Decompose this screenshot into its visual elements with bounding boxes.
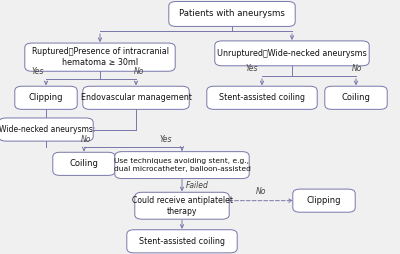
- FancyBboxPatch shape: [0, 118, 93, 141]
- FancyBboxPatch shape: [25, 43, 175, 71]
- Text: Yes: Yes: [160, 135, 172, 144]
- Text: Wide-necked aneurysms: Wide-necked aneurysms: [0, 125, 93, 134]
- Text: No: No: [134, 67, 144, 76]
- Text: Yes: Yes: [246, 65, 258, 73]
- Text: Endovascular management: Endovascular management: [80, 93, 192, 102]
- Text: No: No: [256, 187, 266, 196]
- FancyBboxPatch shape: [135, 192, 229, 219]
- Text: Use techniques avoiding stent, e.g.,
dual microcatheter, balloon-assisted: Use techniques avoiding stent, e.g., dua…: [114, 158, 250, 172]
- FancyBboxPatch shape: [83, 86, 189, 109]
- Text: Yes: Yes: [32, 67, 44, 76]
- Text: Patients with aneurysms: Patients with aneurysms: [179, 9, 285, 19]
- FancyBboxPatch shape: [15, 86, 77, 109]
- Text: Could receive antiplatelet
therapy: Could receive antiplatelet therapy: [132, 196, 232, 216]
- FancyBboxPatch shape: [127, 230, 237, 253]
- Text: Coiling: Coiling: [70, 159, 98, 168]
- FancyBboxPatch shape: [207, 86, 317, 109]
- Text: Ruptured：Presence of intracranial
hematoma ≥ 30ml: Ruptured：Presence of intracranial hemato…: [32, 47, 168, 67]
- FancyBboxPatch shape: [293, 189, 355, 212]
- Text: Stent-assisted coiling: Stent-assisted coiling: [219, 93, 305, 102]
- Text: No: No: [352, 65, 362, 73]
- FancyBboxPatch shape: [169, 2, 295, 26]
- FancyBboxPatch shape: [215, 41, 369, 66]
- Text: No: No: [81, 135, 91, 144]
- FancyBboxPatch shape: [325, 86, 387, 109]
- Text: Failed: Failed: [186, 181, 209, 190]
- Text: Coiling: Coiling: [342, 93, 370, 102]
- Text: Unruptured：Wide-necked aneurysms: Unruptured：Wide-necked aneurysms: [217, 49, 367, 58]
- Text: Stent-assisted coiling: Stent-assisted coiling: [139, 237, 225, 246]
- Text: Clipping: Clipping: [29, 93, 63, 102]
- Text: Clipping: Clipping: [307, 196, 341, 205]
- FancyBboxPatch shape: [115, 152, 249, 179]
- FancyBboxPatch shape: [53, 152, 115, 175]
